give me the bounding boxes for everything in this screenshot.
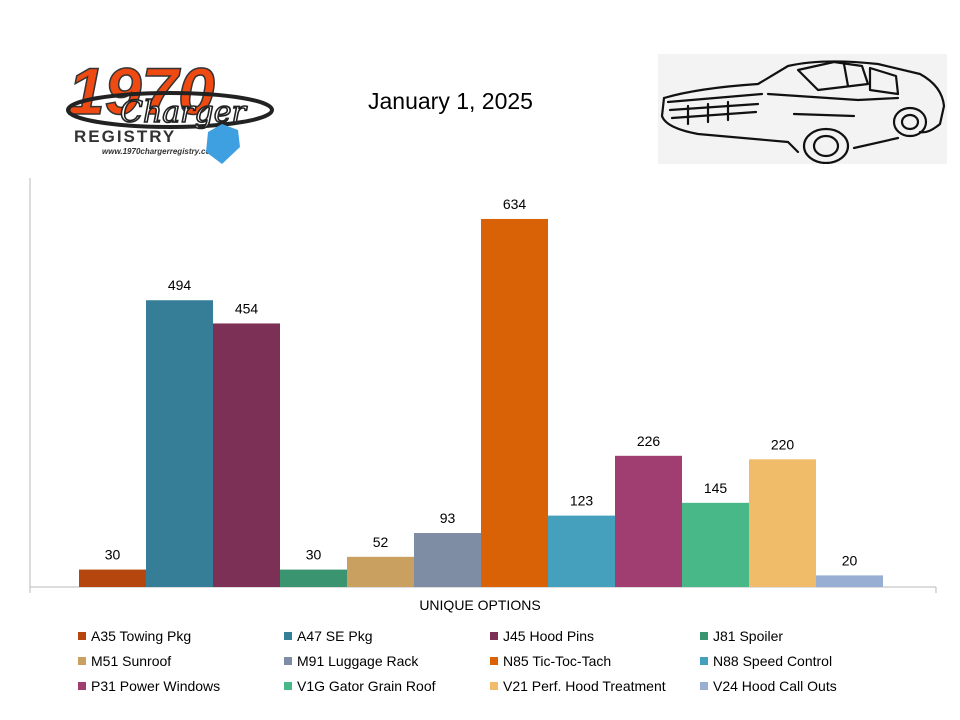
- data-label-j81-spoiler: 30: [306, 547, 322, 563]
- data-label-a47-se-pkg: 494: [168, 277, 192, 293]
- legend-swatch: [284, 656, 292, 665]
- legend-swatch: [78, 656, 86, 665]
- legend-label: V1G Gator Grain Roof: [297, 677, 436, 694]
- bar-p31-power-windows: [615, 455, 682, 587]
- x-axis-label: UNIQUE OPTIONS: [419, 597, 541, 613]
- legend-item-v21-perf-hood-treatment: V21 Perf. Hood Treatment: [490, 676, 700, 695]
- bar-j45-hood-pins: [213, 323, 280, 587]
- data-label-n85-tic-toc-tach: 634: [503, 196, 527, 212]
- bar-v24-hood-call-outs: [816, 575, 883, 587]
- pentastar-icon: [206, 124, 240, 164]
- legend-item-p31-power-windows: P31 Power Windows: [78, 676, 284, 695]
- legend-label: J45 Hood Pins: [503, 627, 595, 644]
- legend-item-j45-hood-pins: J45 Hood Pins: [490, 626, 700, 645]
- bar-v21-perf-hood-treatment: [749, 459, 816, 587]
- data-label-n88-speed-control: 123: [570, 493, 594, 509]
- legend-label: N85 Tic-Toc-Tach: [503, 652, 612, 669]
- charger-registry-logo: 1970 Charger REGISTRY www.1970chargerreg…: [66, 53, 274, 164]
- legend-label: J81 Spoiler: [713, 627, 784, 644]
- charger-car-sketch-image: [658, 54, 947, 164]
- legend-label: V24 Hood Call Outs: [713, 677, 837, 694]
- bar-m51-sunroof: [347, 556, 414, 587]
- logo-year-text: 1970: [68, 54, 215, 128]
- legend-swatch: [700, 631, 708, 640]
- data-label-m51-sunroof: 52: [373, 534, 389, 550]
- bar-a35-towing-pkg: [79, 569, 146, 587]
- legend-swatch: [700, 656, 708, 665]
- legend-label: M51 Sunroof: [91, 652, 172, 669]
- logo-url-text: www.1970chargerregistry.com/: [102, 147, 220, 156]
- legend-item-n88-speed-control: N88 Speed Control: [700, 651, 910, 670]
- legend-label: V21 Perf. Hood Treatment: [503, 677, 666, 694]
- logo-script-text: Charger: [120, 95, 247, 130]
- data-label-a35-towing-pkg: 30: [105, 547, 121, 563]
- legend-item-v1g-gator-grain-roof: V1G Gator Grain Roof: [284, 676, 490, 695]
- data-label-v1g-gator-grain-roof: 145: [704, 480, 728, 496]
- bar-v1g-gator-grain-roof: [682, 502, 749, 587]
- data-label-v21-perf-hood-treatment: 220: [771, 436, 795, 452]
- legend-swatch: [284, 631, 292, 640]
- legend-swatch: [700, 681, 708, 690]
- bar-n85-tic-toc-tach: [481, 218, 548, 587]
- legend-item-a35-towing-pkg: A35 Towing Pkg: [78, 626, 284, 645]
- legend-swatch: [490, 631, 498, 640]
- legend-swatch: [78, 631, 86, 640]
- legend-label: M91 Luggage Rack: [297, 652, 419, 669]
- legend-label: A35 Towing Pkg: [91, 627, 192, 644]
- legend-swatch: [78, 681, 86, 690]
- legend-item-n85-tic-toc-tach: N85 Tic-Toc-Tach: [490, 651, 700, 670]
- legend-swatch: [490, 681, 498, 690]
- bar-m91-luggage-rack: [414, 533, 481, 587]
- legend-label: A47 SE Pkg: [297, 627, 373, 644]
- chart-legend: A35 Towing Pkg A47 SE Pkg J45 Hood Pins J81…: [78, 626, 958, 695]
- legend-swatch: [490, 656, 498, 665]
- legend-label: P31 Power Windows: [91, 677, 221, 694]
- bar-n88-speed-control: [548, 515, 615, 587]
- bar-j81-spoiler: [280, 569, 347, 587]
- legend-item-v24-hood-call-outs: V24 Hood Call Outs: [700, 676, 910, 695]
- bar-a47-se-pkg: [146, 300, 213, 587]
- data-label-m91-luggage-rack: 93: [440, 510, 456, 526]
- legend-swatch: [284, 681, 292, 690]
- legend-item-m51-sunroof: M51 Sunroof: [78, 651, 284, 670]
- legend-item-a47-se-pkg: A47 SE Pkg: [284, 626, 490, 645]
- data-label-p31-power-windows: 226: [637, 433, 661, 449]
- data-label-v24-hood-call-outs: 20: [842, 552, 858, 568]
- legend-label: N88 Speed Control: [713, 652, 833, 669]
- logo-registry-text: REGISTRY: [74, 127, 176, 146]
- legend-item-m91-luggage-rack: M91 Luggage Rack: [284, 651, 490, 670]
- legend-item-j81-spoiler: J81 Spoiler: [700, 626, 910, 645]
- data-label-j45-hood-pins: 454: [235, 300, 259, 316]
- page-title: January 1, 2025: [368, 88, 533, 114]
